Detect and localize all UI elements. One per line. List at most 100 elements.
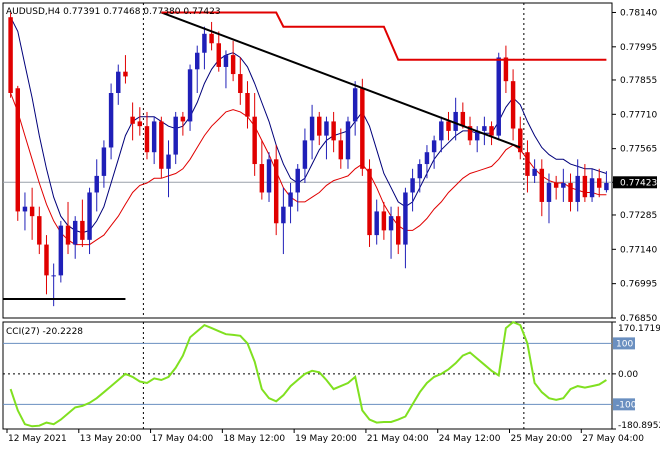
candle-body <box>410 178 415 193</box>
candle-body <box>209 33 214 44</box>
cci-tick-label: 100 <box>616 339 633 349</box>
candle-body <box>302 140 308 169</box>
candle-body <box>539 168 545 202</box>
candle-body <box>230 55 236 75</box>
cci-tick-label: -180.8952 <box>618 421 660 431</box>
candle-body <box>80 220 85 240</box>
candle-body <box>51 275 56 277</box>
candle-body <box>216 43 221 67</box>
candle-body <box>252 116 257 165</box>
price-tick-label: 0.77995 <box>620 43 657 53</box>
time-tick-label: 18 May 12:00 <box>223 434 285 444</box>
candle-body <box>352 88 358 122</box>
candle-body <box>317 116 322 136</box>
time-tick-label: 27 May 04:00 <box>582 434 644 444</box>
candle-body <box>65 225 71 245</box>
candle-body <box>273 159 279 224</box>
candle-body <box>561 183 566 188</box>
candle-body <box>223 55 229 67</box>
candle-body <box>29 206 35 217</box>
resistance-line <box>161 11 607 61</box>
candle-body <box>238 74 243 93</box>
candle-body <box>575 175 580 202</box>
candle-body <box>338 140 344 160</box>
price-tick-label: 0.78140 <box>620 8 657 18</box>
cci-level-box <box>613 337 635 350</box>
trendline <box>160 11 521 149</box>
candle-body <box>553 183 559 188</box>
cci-title: CCI(27) -20.2228 <box>6 327 83 337</box>
candle-body <box>8 17 13 93</box>
candle-body <box>374 211 379 236</box>
candle-body <box>510 81 516 129</box>
candle-body <box>604 183 609 191</box>
price-tick-label: 0.76995 <box>620 280 657 290</box>
ma-slow-line <box>10 92 607 246</box>
candle-body <box>44 244 49 276</box>
candle-body <box>159 121 164 169</box>
candle-body <box>381 211 387 231</box>
candle-body <box>288 192 293 207</box>
candle-body <box>417 164 422 179</box>
candle-body <box>331 121 336 141</box>
candle-body <box>546 183 552 202</box>
candle-body <box>460 111 466 127</box>
candle-body <box>94 175 99 193</box>
candle-body <box>446 121 451 131</box>
chart-title: AUDUSD,H4 0.77391 0.77468 0.77380 0.7742… <box>6 7 221 17</box>
candle-body <box>37 216 42 245</box>
time-tick-label: 21 May 04:00 <box>367 434 429 444</box>
time-tick-label: 12 May 2021 <box>8 434 67 444</box>
candle-body <box>195 52 200 70</box>
candle-body <box>525 152 530 176</box>
candle-body <box>518 128 523 153</box>
candle-body <box>151 121 157 153</box>
cci-tick-label: 0.00 <box>618 370 638 380</box>
price-tick-label: 0.77710 <box>620 110 657 120</box>
candle-body <box>22 206 28 212</box>
cci-pane: 170.1719 100 0.00 -100 -180.8952 <box>2 320 660 431</box>
candle-body <box>568 183 573 202</box>
candle-body <box>123 71 128 77</box>
candle-body <box>144 126 150 153</box>
candle-body <box>345 121 351 160</box>
price-tick-label: 0.76850 <box>620 314 657 324</box>
candle-body <box>101 147 107 176</box>
candle-body <box>309 116 315 141</box>
time-axis: 12 May 2021 13 May 20:00 17 May 04:00 18 Ma… <box>6 429 644 444</box>
candle-body <box>324 121 329 136</box>
candle-body <box>424 152 430 165</box>
price-tick-label: 0.77855 <box>620 76 657 86</box>
candle-body <box>453 111 458 131</box>
candle-body <box>367 168 372 236</box>
candle-body <box>388 216 394 231</box>
candle-body <box>295 168 300 193</box>
cci-line <box>9 320 607 428</box>
time-tick-label: 24 May 12:00 <box>439 434 501 444</box>
candle-body <box>202 33 207 53</box>
candle-body <box>137 121 143 127</box>
candle-body <box>532 168 537 176</box>
candle-body <box>597 178 602 188</box>
candle-body <box>281 206 286 224</box>
candle-body <box>187 69 193 122</box>
candle-body <box>482 126 487 131</box>
cci-level-box <box>613 398 635 411</box>
candle-body <box>496 57 501 136</box>
candle-body <box>503 57 509 82</box>
candle-body <box>360 88 365 169</box>
current-price-label: 0.77423 <box>620 178 657 188</box>
cci-tick-label: 170.1719 <box>618 324 660 334</box>
candle-body <box>439 121 444 141</box>
cci-tick-label: -100 <box>616 400 637 410</box>
price-tick-label: 0.77565 <box>620 145 657 155</box>
candle-body <box>166 154 171 169</box>
candle-body <box>58 225 64 276</box>
price-frame <box>2 2 613 319</box>
candle-body <box>245 93 250 117</box>
candle-body <box>108 93 114 148</box>
ma-fast-line <box>10 16 607 234</box>
candle-body <box>403 192 408 245</box>
